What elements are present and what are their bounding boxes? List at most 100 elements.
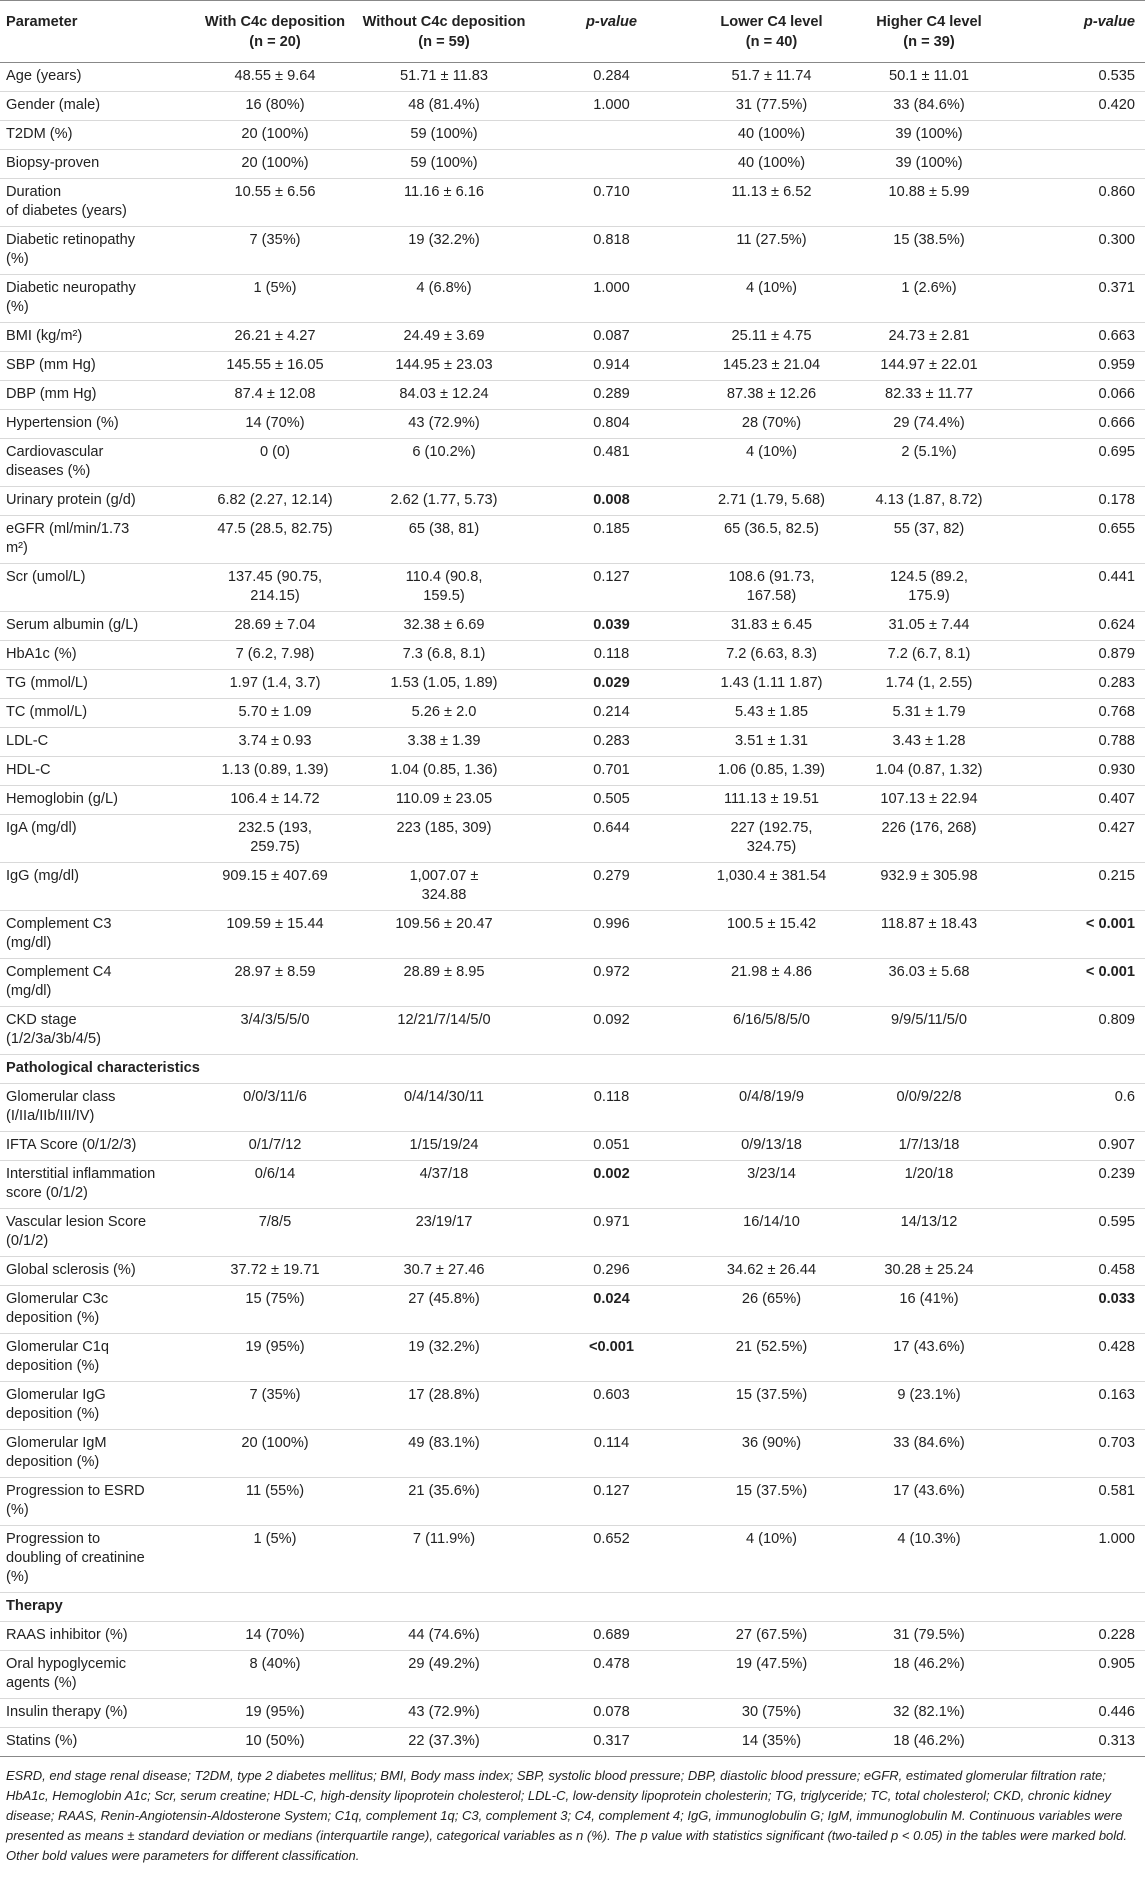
cell-without-c4c: 110.4 (90.8, 159.5) [354, 563, 534, 612]
table-row: IFTA Score (0/1/2/3) 0/1/7/12 1/15/19/24 0.… [0, 1131, 1145, 1161]
cell-parameter: LDL-C [0, 727, 196, 757]
cell-higher-c4: 4.13 (1.87, 8.72) [854, 486, 1004, 516]
cell-higher-c4: 39 (100%) [854, 149, 1004, 179]
cell-parameter: T2DM (%) [0, 120, 196, 150]
cell-pvalue-1: 0.481 [534, 438, 689, 487]
cell-parameter: Complement C3 (mg/dl) [0, 910, 196, 959]
table-row: TG (mmol/L) 1.97 (1.4, 3.7) 1.53 (1.05, 1.… [0, 669, 1145, 699]
table-body: Age (years) 48.55 ± 9.64 51.71 ± 11.83 0.28… [0, 62, 1145, 1757]
cell-pvalue-2: 0.178 [1004, 486, 1145, 516]
cell-pvalue-2: 0.535 [1004, 62, 1145, 92]
cell-parameter: Serum albumin (g/L) [0, 611, 196, 641]
header-without-c4c-n: (n = 59) [418, 34, 470, 50]
cell-pvalue-2: 0.033 [1004, 1285, 1145, 1334]
cell-with-c4c: 1.13 (0.89, 1.39) [196, 756, 354, 786]
cell-pvalue-1: 0.092 [534, 1006, 689, 1055]
cell-pvalue-2: < 0.001 [1004, 958, 1145, 1007]
cell-pvalue-1: 0.644 [534, 814, 689, 863]
cell-without-c4c: 23/19/17 [354, 1208, 534, 1257]
cell-higher-c4: 29 (74.4%) [854, 409, 1004, 439]
cell-parameter: Biopsy-proven [0, 149, 196, 179]
cell-parameter: Global sclerosis (%) [0, 1256, 196, 1286]
table-row: Serum albumin (g/L) 28.69 ± 7.04 32.38 ± 6… [0, 611, 1145, 641]
cell-higher-c4: 9 (23.1%) [854, 1381, 1004, 1430]
cell-without-c4c: 28.89 ± 8.95 [354, 958, 534, 1007]
cell-pvalue-2: 0.959 [1004, 351, 1145, 381]
cell-pvalue-2: 0.066 [1004, 380, 1145, 410]
cell-lower-c4: 15 (37.5%) [689, 1381, 854, 1430]
cell-higher-c4: 3.43 ± 1.28 [854, 727, 1004, 757]
cell-lower-c4: 28 (70%) [689, 409, 854, 439]
cell-without-c4c: 17 (28.8%) [354, 1381, 534, 1430]
cell-with-c4c: 20 (100%) [196, 1429, 354, 1478]
cell-higher-c4: 18 (46.2%) [854, 1650, 1004, 1699]
cell-pvalue-2: 0.458 [1004, 1256, 1145, 1286]
cell-without-c4c: 19 (32.2%) [354, 226, 534, 275]
section-header-row: Therapy [0, 1592, 1145, 1622]
cell-higher-c4: 1.74 (1, 2.55) [854, 669, 1004, 699]
cell-without-c4c: 7.3 (6.8, 8.1) [354, 640, 534, 670]
cell-without-c4c: 1.53 (1.05, 1.89) [354, 669, 534, 699]
cell-pvalue-1: 1.000 [534, 91, 689, 121]
cell-without-c4c: 43 (72.9%) [354, 409, 534, 439]
cell-parameter: IFTA Score (0/1/2/3) [0, 1131, 196, 1161]
table-row: DBP (mm Hg) 87.4 ± 12.08 84.03 ± 12.24 0.28… [0, 380, 1145, 410]
cell-without-c4c: 109.56 ± 20.47 [354, 910, 534, 959]
table-row: Glomerular IgM deposition (%) 20 (100%) 49… [0, 1429, 1145, 1478]
cell-lower-c4: 145.23 ± 21.04 [689, 351, 854, 381]
cell-lower-c4: 1.06 (0.85, 1.39) [689, 756, 854, 786]
cell-parameter: Gender (male) [0, 91, 196, 121]
cell-without-c4c: 1.04 (0.85, 1.36) [354, 756, 534, 786]
cell-with-c4c: 14 (70%) [196, 1621, 354, 1651]
cell-pvalue-2: 0.420 [1004, 91, 1145, 121]
section-header-row: Pathological characteristics [0, 1054, 1145, 1084]
table-row: Progression to doubling of creatinine (%… [0, 1525, 1145, 1593]
cell-higher-c4: 16 (41%) [854, 1285, 1004, 1334]
header-parameter-label: Parameter [6, 14, 78, 30]
cell-without-c4c: 5.26 ± 2.0 [354, 698, 534, 728]
cell-parameter: RAAS inhibitor (%) [0, 1621, 196, 1651]
cell-higher-c4: 1/20/18 [854, 1160, 1004, 1209]
cell-pvalue-1: 0.701 [534, 756, 689, 786]
section-title: Therapy [0, 1592, 1145, 1622]
cell-pvalue-2: 0.313 [1004, 1727, 1145, 1757]
cell-higher-c4: 17 (43.6%) [854, 1477, 1004, 1526]
cell-with-c4c: 137.45 (90.75, 214.15) [196, 563, 354, 612]
cell-pvalue-2: 0.788 [1004, 727, 1145, 757]
table-row: Global sclerosis (%) 37.72 ± 19.71 30.7 ± … [0, 1256, 1145, 1286]
cell-without-c4c: 51.71 ± 11.83 [354, 62, 534, 92]
cell-parameter: eGFR (ml/min/1.73 m²) [0, 515, 196, 564]
cell-with-c4c: 106.4 ± 14.72 [196, 785, 354, 815]
cell-parameter: HbA1c (%) [0, 640, 196, 670]
cell-lower-c4: 111.13 ± 19.51 [689, 785, 854, 815]
cell-pvalue-1: 0.317 [534, 1727, 689, 1757]
cell-without-c4c: 43 (72.9%) [354, 1698, 534, 1728]
cell-pvalue-1: 0.118 [534, 640, 689, 670]
cell-with-c4c: 0/6/14 [196, 1160, 354, 1209]
cell-pvalue-1: 0.114 [534, 1429, 689, 1478]
cell-higher-c4: 82.33 ± 11.77 [854, 380, 1004, 410]
cell-pvalue-1: 0.652 [534, 1525, 689, 1593]
cell-parameter: Duration of diabetes (years) [0, 178, 196, 227]
cell-pvalue-1: 0.051 [534, 1131, 689, 1161]
cell-pvalue-1: 0.185 [534, 515, 689, 564]
cell-pvalue-2: < 0.001 [1004, 910, 1145, 959]
cell-without-c4c: 2.62 (1.77, 5.73) [354, 486, 534, 516]
cell-parameter: Progression to ESRD (%) [0, 1477, 196, 1526]
cell-pvalue-2: 0.300 [1004, 226, 1145, 275]
cell-parameter: Glomerular C1q deposition (%) [0, 1333, 196, 1382]
cell-lower-c4: 5.43 ± 1.85 [689, 698, 854, 728]
table-row: Insulin therapy (%) 19 (95%) 43 (72.9%) 0.0… [0, 1698, 1145, 1728]
cell-higher-c4: 124.5 (89.2, 175.9) [854, 563, 1004, 612]
cell-higher-c4: 5.31 ± 1.79 [854, 698, 1004, 728]
cell-parameter: Diabetic retinopathy (%) [0, 226, 196, 275]
cell-pvalue-1: 0.008 [534, 486, 689, 516]
cell-with-c4c: 1 (5%) [196, 1525, 354, 1593]
cell-without-c4c: 21 (35.6%) [354, 1477, 534, 1526]
cell-lower-c4: 40 (100%) [689, 149, 854, 179]
table-row: Diabetic retinopathy (%) 7 (35%) 19 (32.2%… [0, 226, 1145, 275]
section-title: Pathological characteristics [0, 1054, 1145, 1084]
cell-without-c4c: 4 (6.8%) [354, 274, 534, 323]
cell-without-c4c: 24.49 ± 3.69 [354, 322, 534, 352]
header-lower-c4: Lower C4 level (n = 40) [689, 0, 854, 63]
